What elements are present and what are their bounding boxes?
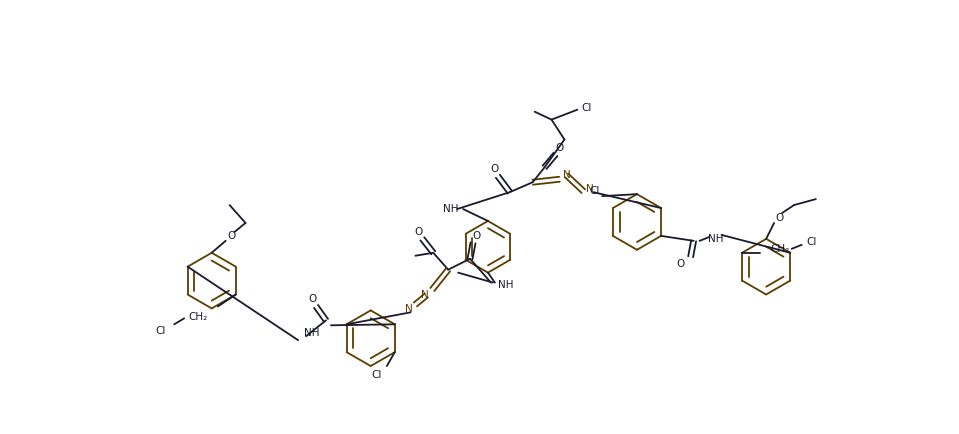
Text: Cl: Cl: [807, 236, 817, 246]
Text: Cl: Cl: [589, 186, 599, 196]
Text: Cl: Cl: [155, 326, 166, 335]
Text: N: N: [563, 170, 571, 180]
Text: O: O: [227, 230, 236, 240]
Text: O: O: [491, 164, 499, 174]
Text: O: O: [775, 213, 784, 223]
Text: NH: NH: [304, 328, 319, 338]
Text: CH₂: CH₂: [188, 312, 208, 322]
Text: O: O: [414, 227, 423, 237]
Text: O: O: [677, 258, 685, 268]
Text: N: N: [405, 304, 412, 314]
Text: NH: NH: [443, 204, 459, 214]
Text: NH: NH: [708, 233, 723, 243]
Text: O: O: [472, 230, 480, 240]
Text: O: O: [308, 294, 316, 304]
Text: N: N: [421, 290, 430, 300]
Text: CH₂: CH₂: [770, 243, 789, 253]
Text: Cl: Cl: [372, 369, 382, 379]
Text: NH: NH: [498, 279, 514, 289]
Text: N: N: [586, 184, 595, 194]
Text: Cl: Cl: [581, 102, 592, 112]
Text: O: O: [555, 143, 564, 153]
